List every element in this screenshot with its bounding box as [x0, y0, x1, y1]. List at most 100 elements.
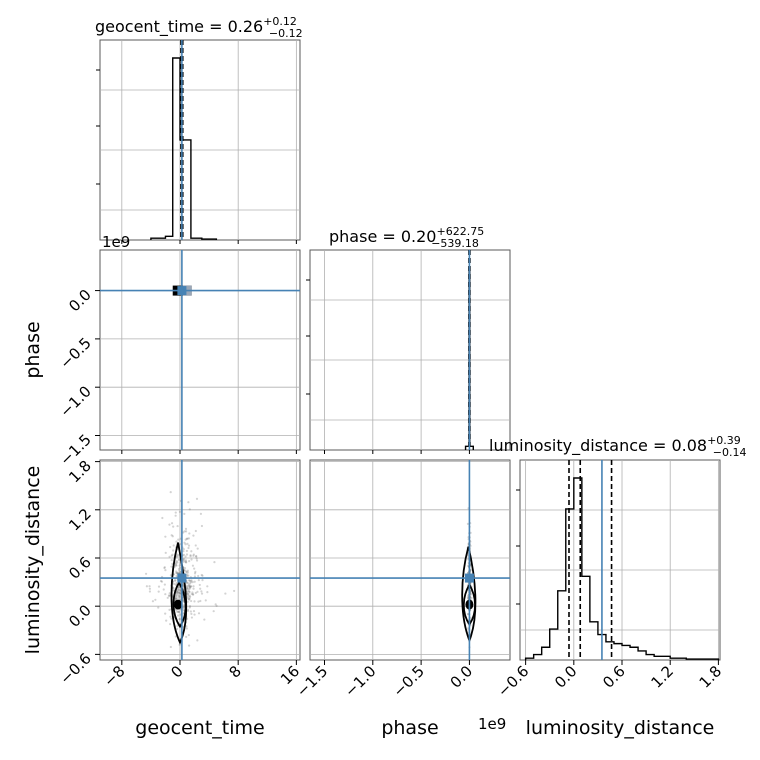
- frame-0-0: [99, 39, 301, 241]
- contour-inner: [172, 580, 187, 629]
- scatter-point-lg-482: [192, 554, 195, 557]
- scatter-point-lg-66: [171, 553, 174, 556]
- scatter-point-lg-109: [185, 586, 188, 589]
- scatter-point-lg-38: [173, 582, 176, 586]
- scatter-point-lg-288: [182, 606, 185, 609]
- xtick-label-phase-1: −1.0: [341, 662, 379, 700]
- scatter-point-lg-250: [201, 574, 204, 577]
- scatter-point-lg-344: [213, 561, 216, 564]
- scatter-point-lg-449: [193, 572, 197, 575]
- scatter-point-lg-137: [194, 591, 197, 595]
- scatter-point-lg-317: [182, 559, 185, 562]
- scatter-point-lg-269: [182, 608, 185, 611]
- scatter-point-lg-490: [179, 543, 182, 546]
- scatter-point-lg-235: [186, 594, 190, 597]
- ylabel-luminosity-distance: luminosity_distance: [22, 466, 44, 655]
- scatter-point-lg-197: [187, 501, 190, 504]
- frame-1-0: [99, 249, 301, 451]
- scatter-point-lg-156: [178, 617, 181, 621]
- scatter-point-lg-425: [162, 588, 165, 591]
- scatter-point-lg-47: [187, 590, 191, 593]
- scatter-point-lg-444: [148, 585, 151, 588]
- scatter-point-lg-494: [190, 550, 193, 553]
- scatter-point-lg-499: [185, 553, 189, 556]
- scatter-point-lg-198: [183, 567, 187, 570]
- scatter-point-lg-208: [188, 586, 192, 589]
- scatter-point-lg-370: [183, 530, 186, 533]
- scatter-point-lg-64: [178, 585, 181, 589]
- scatter-point-lg-335: [168, 592, 171, 595]
- scatter-point-lg-411: [169, 491, 172, 494]
- scatter-point-lg-195: [192, 585, 195, 588]
- scatter-point-lg-33: [196, 639, 199, 642]
- scatter-point-lg-188: [184, 543, 187, 546]
- scatter-point-lg-203: [172, 589, 175, 592]
- scatter-point-lg-388: [176, 555, 179, 558]
- scatter-point-lg-193: [185, 635, 188, 638]
- scatter-point-lg-504: [187, 633, 190, 637]
- scatter-point-lg-149: [157, 590, 160, 593]
- title-phase: phase = 0.20+622.75 −539.18: [329, 225, 484, 250]
- scatter-point-lg-424: [193, 567, 196, 570]
- scatter-point-lg-489: [186, 609, 190, 613]
- scatter-point-lg-299: [199, 587, 202, 590]
- scatter-point-lg-48: [178, 591, 182, 595]
- scatter-point-lg-0: [206, 590, 209, 594]
- scatter-point-lg-374: [145, 585, 148, 588]
- panel-luminosity_distance-luminosity_distance: [520, 460, 720, 660]
- scatter-point-lg-214: [186, 608, 190, 611]
- scatter-point-lg-76: [175, 570, 178, 573]
- scatter-point-lg-222: [154, 598, 157, 601]
- scatter-point-lg-118: [176, 590, 180, 593]
- scatter-point-lg-379: [182, 548, 185, 551]
- scatter-point-lg-54: [176, 590, 179, 594]
- scatter-point-lg-376: [183, 569, 186, 572]
- scatter-point-lg-128: [174, 597, 177, 600]
- scatter-point-lg-119: [187, 582, 190, 585]
- scatter-point-lg-56: [195, 559, 199, 562]
- scatter-point-lg-40: [189, 595, 192, 598]
- scatter-point-lg-135: [178, 566, 182, 569]
- scatter-point-lg-123: [186, 571, 189, 574]
- scatter-point-lg-174: [193, 580, 196, 583]
- scatter-point-lg-251: [185, 625, 188, 628]
- scatter-point-lg-212: [177, 595, 181, 598]
- scatter-point-lg-486: [187, 574, 190, 577]
- panel-phase-phase: [310, 250, 510, 450]
- scatter-point-lg-226: [174, 597, 177, 600]
- xtick-label-luminosity_distance-2: 0.6: [599, 662, 629, 692]
- scatter-point-lg-463: [203, 618, 206, 621]
- scatter-point-lg-295: [175, 564, 178, 567]
- scatter-point-lg-183: [188, 585, 191, 588]
- scatter-point-lg-413: [188, 532, 191, 535]
- scatter-point-lg-108: [198, 583, 201, 587]
- scatter-point-lg-307: [176, 588, 180, 591]
- contour-outer: [170, 542, 188, 645]
- scatter-point-lg-227: [182, 599, 185, 602]
- scatter-point-lg-184: [188, 579, 191, 582]
- scatter-point-lg-93: [177, 586, 180, 589]
- scatter-point-lg-350: [175, 561, 178, 564]
- scatter-point-lg-516: [185, 537, 189, 540]
- scatter-point-lg-178: [184, 530, 188, 533]
- scatter-point-lg-157: [182, 586, 185, 589]
- scatter-point-lg-9: [190, 585, 193, 588]
- scatter-point-lg-332: [186, 596, 189, 599]
- scatter-point-lg-86: [170, 558, 173, 562]
- scatter-point-lg-382: [212, 610, 215, 613]
- scatter-point-lg-466: [197, 600, 200, 603]
- scatter-point-lg-129: [199, 599, 202, 603]
- scatter-point-lg-81: [178, 564, 181, 567]
- scatter-point-lg-283: [196, 547, 199, 550]
- scatter-point-lg-377: [175, 574, 178, 578]
- panel-luminosity_distance-phase: [310, 460, 510, 660]
- scatter-point-lg-107: [187, 583, 190, 587]
- scatter-point-lg-481: [186, 587, 189, 590]
- scatter-point-lg-320: [174, 563, 178, 566]
- scatter-point-lg-408: [193, 575, 197, 578]
- scatter-point-lg-73: [176, 610, 179, 613]
- scatter-point-lp-28: [466, 522, 469, 525]
- xtick-label-luminosity_distance-4: 1.8: [696, 662, 726, 692]
- ytick-label-luminosity_distance-2: 0.6: [65, 553, 95, 583]
